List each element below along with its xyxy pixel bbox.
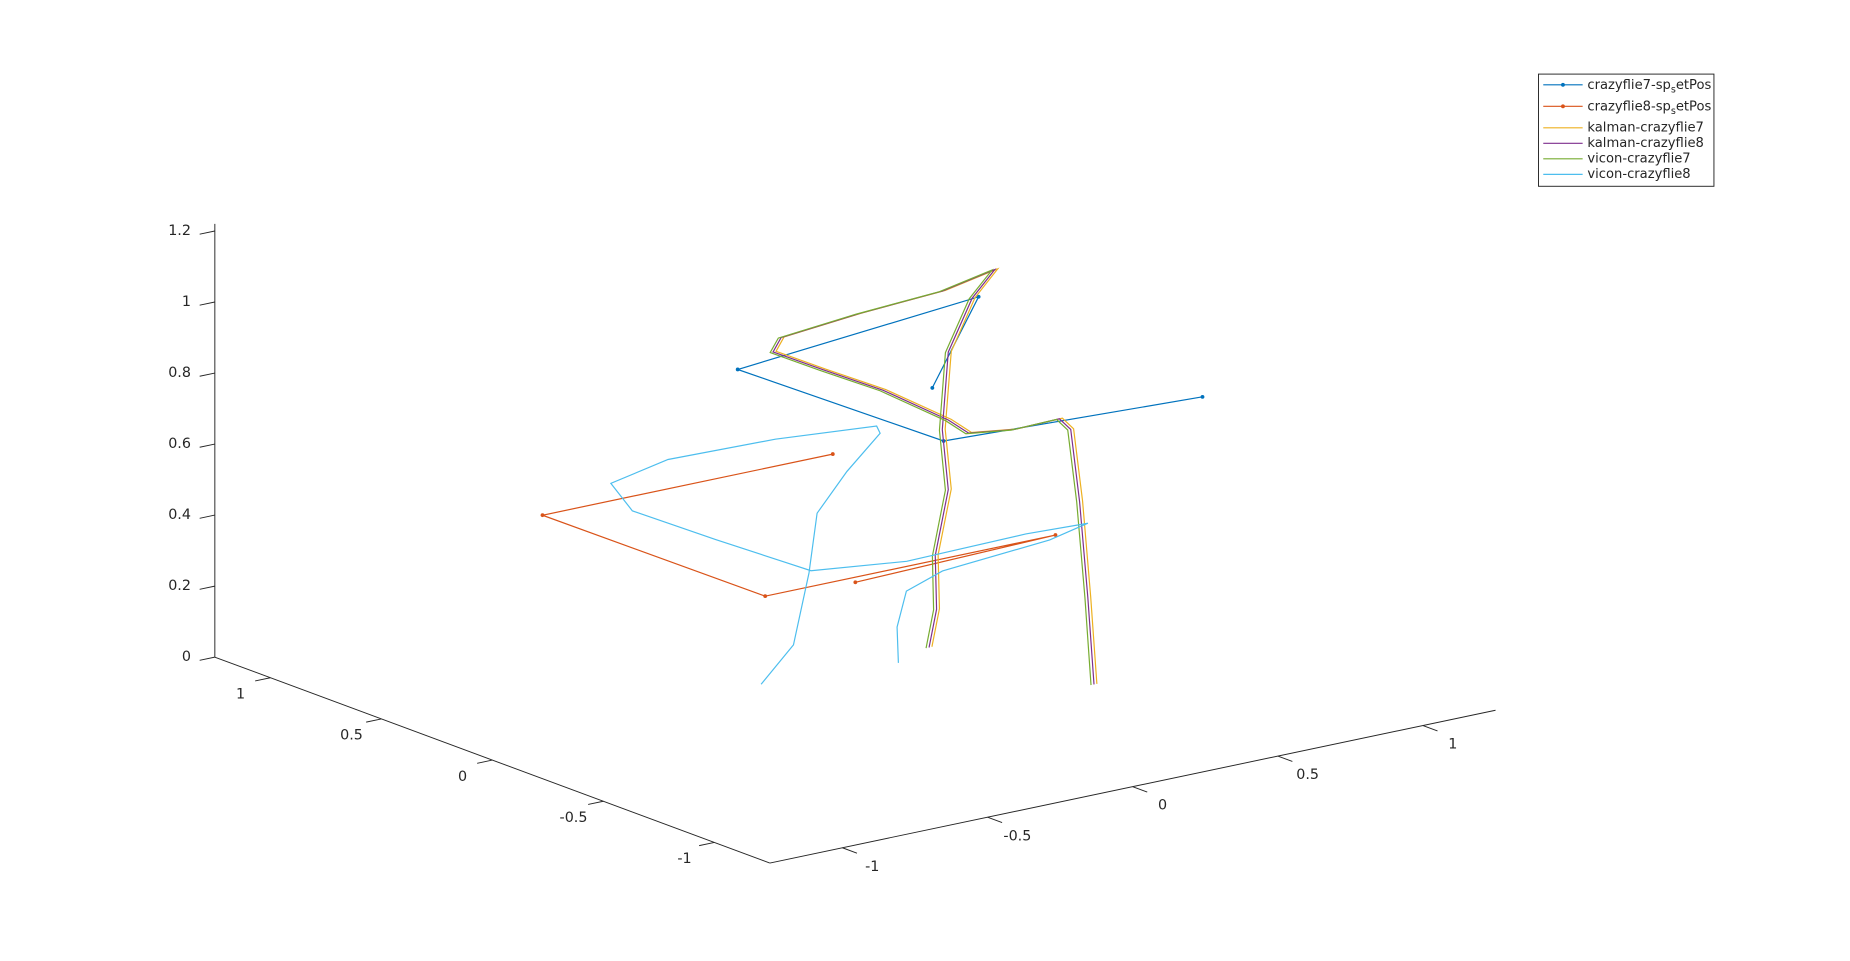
x-tick	[1277, 755, 1293, 762]
z-tick	[199, 443, 215, 448]
y-tick	[366, 718, 382, 723]
y-tick-label: -1	[677, 851, 691, 867]
legend-label: vicon-crazyflie8	[1587, 167, 1690, 182]
legend-label: kalman-crazyflie8	[1587, 136, 1703, 151]
marker	[1200, 394, 1205, 399]
marker	[853, 580, 858, 585]
x-axis	[769, 709, 1496, 864]
z-tick-label: 1	[182, 294, 191, 310]
x-tick-label: 1	[1448, 737, 1457, 753]
z-tick	[199, 514, 215, 519]
y-tick	[477, 759, 493, 764]
y-tick-label: -0.5	[560, 810, 588, 826]
legend-label: crazyflie8-spsetPos	[1587, 99, 1711, 117]
trajectory	[772, 268, 1095, 685]
marker	[763, 594, 768, 599]
marker	[830, 452, 835, 456]
legend-marker	[1561, 82, 1565, 87]
z-tick	[199, 301, 215, 306]
z-tick-label: 0.6	[168, 436, 191, 452]
legend-label: crazyflie7-spsetPos	[1587, 77, 1711, 95]
marker	[735, 367, 740, 372]
z-tick	[199, 656, 215, 661]
z-tick-label: 1.2	[168, 223, 191, 239]
y-tick-label: 0	[458, 769, 467, 785]
x-tick	[987, 816, 1003, 824]
y-tick	[255, 677, 271, 682]
x-tick	[1132, 786, 1148, 793]
z-tick	[199, 372, 215, 377]
legend: crazyflie7-spsetPos crazyflie8-spsetPos ka…	[1538, 73, 1715, 187]
z-tick-label: 0.8	[168, 365, 191, 381]
marker	[1053, 533, 1058, 537]
y-tick	[588, 800, 604, 805]
trajectory	[609, 425, 1089, 685]
x-tick-label: -1	[865, 859, 879, 875]
z-tick-label: 0.2	[168, 578, 191, 594]
legend-marker	[1561, 104, 1565, 109]
trajectory	[775, 267, 1098, 684]
z-tick-label: 0	[182, 649, 191, 665]
marker	[930, 386, 935, 390]
x-tick-label: -0.5	[1003, 828, 1031, 844]
y-tick-label: 1	[236, 686, 245, 702]
legend-label: kalman-crazyflie7	[1587, 120, 1703, 135]
x-tick	[842, 847, 858, 854]
legend-label: vicon-crazyflie7	[1587, 151, 1690, 166]
y-tick	[699, 841, 715, 847]
y-tick-label: 0.5	[340, 728, 363, 744]
x-tick-label: 0	[1158, 798, 1167, 814]
z-tick	[199, 230, 215, 235]
z-tick-label: 0.4	[168, 507, 191, 523]
legend-box	[1538, 73, 1715, 187]
marker	[540, 513, 545, 518]
trajectory	[769, 268, 1092, 686]
x-tick-label: 0.5	[1296, 767, 1319, 783]
z-tick	[199, 585, 215, 590]
marker	[976, 294, 981, 299]
x-tick	[1422, 725, 1438, 732]
